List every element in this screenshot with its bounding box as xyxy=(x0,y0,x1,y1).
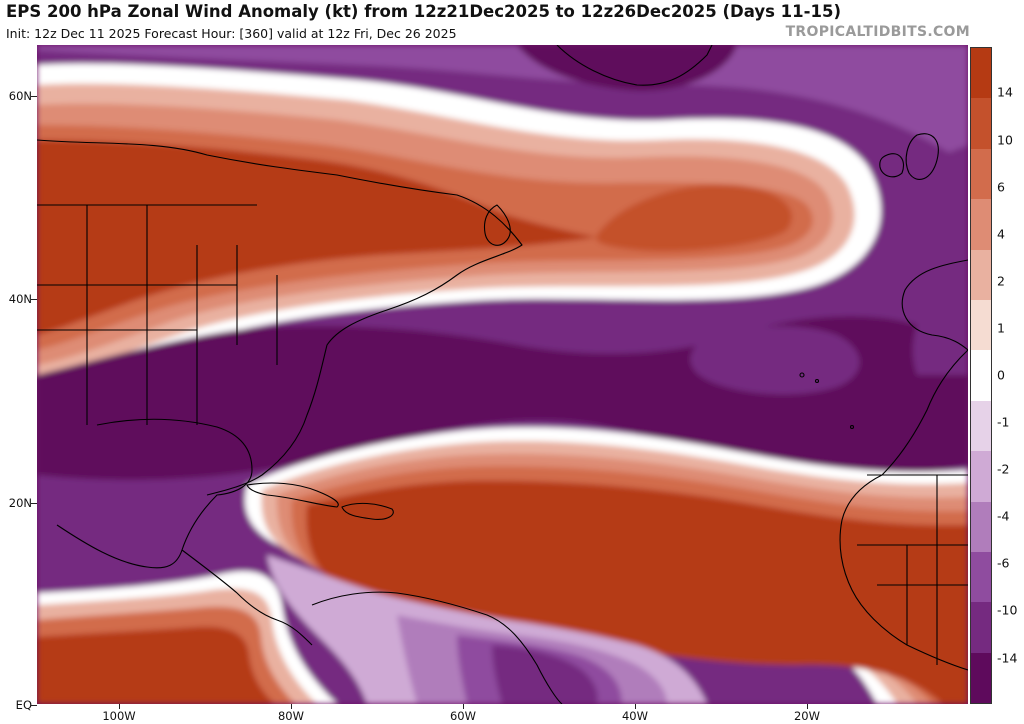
colorbar-label: 6 xyxy=(997,179,1005,195)
colorbar-label: 1 xyxy=(997,320,1005,336)
longitude-tick xyxy=(635,704,636,709)
longitude-label: 60W xyxy=(449,709,477,723)
longitude-tick xyxy=(119,704,120,709)
colorbar-label: -6 xyxy=(997,555,1010,571)
latitude-tick xyxy=(31,503,37,504)
longitude-label: 80W xyxy=(277,709,305,723)
anomaly-fill xyxy=(37,45,968,704)
colorbar-swatch xyxy=(971,299,991,351)
longitude-label: 100W xyxy=(102,709,136,723)
colorbar-swatch xyxy=(971,249,991,300)
longitude-label: 20W xyxy=(793,709,821,723)
colorbar-label: -4 xyxy=(997,508,1010,524)
colorbar-label: -10 xyxy=(997,602,1018,618)
colorbar-label: 14 xyxy=(997,84,1013,100)
latitude-label: 40N xyxy=(8,292,32,306)
colorbar-label: 10 xyxy=(997,132,1013,148)
latitude-label: 20N xyxy=(8,496,32,510)
land-outlines xyxy=(37,45,968,704)
brand-watermark: TROPICALTIDBITS.COM xyxy=(785,24,970,40)
colorbar-label: 4 xyxy=(997,226,1005,242)
colorbar-swatch xyxy=(971,48,991,99)
colorbar-swatch xyxy=(971,652,991,704)
latitude-tick xyxy=(31,96,37,97)
map-title: EPS 200 hPa Zonal Wind Anomaly (kt) from… xyxy=(6,2,841,21)
colorbar-label: -14 xyxy=(997,650,1018,666)
colorbar-swatch xyxy=(971,551,991,603)
longitude-tick xyxy=(463,704,464,709)
colorbar-label: -2 xyxy=(997,461,1010,477)
latitude-tick xyxy=(31,299,37,300)
map-subtitle: Init: 12z Dec 11 2025 Forecast Hour: [36… xyxy=(6,26,457,41)
latitude-tick xyxy=(31,705,37,706)
colorbar-label: 2 xyxy=(997,273,1005,289)
colorbar-swatch xyxy=(971,98,991,149)
colorbar-label: -1 xyxy=(997,414,1010,430)
longitude-tick xyxy=(807,704,808,709)
wind-anomaly-map xyxy=(37,45,968,704)
colorbar-swatch xyxy=(971,501,991,552)
latitude-label: 60N xyxy=(8,89,32,103)
colorbar-swatch xyxy=(971,350,991,401)
longitude-label: 40W xyxy=(621,709,649,723)
latitude-label: EQ xyxy=(15,698,32,712)
colorbar-swatch xyxy=(971,148,991,200)
colorbar-swatch xyxy=(971,602,991,653)
colorbar-swatch xyxy=(971,451,991,502)
colorbar-swatch xyxy=(971,400,991,452)
colorbar-swatch xyxy=(971,199,991,250)
colorbar xyxy=(970,47,992,704)
longitude-tick xyxy=(291,704,292,709)
colorbar-label: 0 xyxy=(997,367,1005,383)
